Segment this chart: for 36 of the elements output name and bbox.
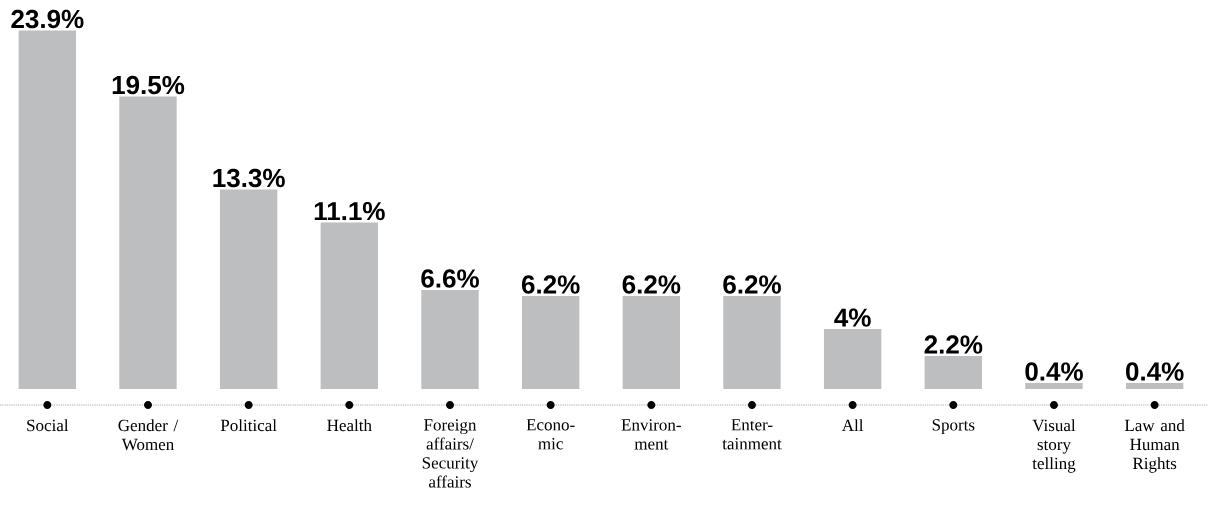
data-label: 11.1% — [314, 201, 385, 221]
x-tick-label: All — [841, 419, 864, 431]
bar — [320, 222, 379, 389]
bar — [1025, 382, 1083, 389]
x-tick-label: Gender / Women — [118, 419, 179, 451]
data-label: 2.2% — [924, 335, 983, 354]
x-tick-label: Environ-ment — [621, 419, 681, 450]
bar — [219, 189, 278, 389]
bar — [823, 328, 882, 389]
data-label: 23.9% — [11, 9, 84, 29]
data-label: 6.2% — [723, 275, 781, 294]
data-label: 6.2% — [521, 275, 580, 294]
bar — [18, 30, 77, 389]
data-label: 6.2% — [622, 275, 681, 294]
data-label: 19.5% — [112, 75, 185, 95]
x-tick-label: Visual story telling — [1032, 419, 1076, 473]
x-tick-label: Political — [220, 419, 277, 432]
bar — [924, 355, 982, 389]
x-tick-label: Social — [27, 419, 69, 432]
x-tick-label: Enter-tainment — [722, 419, 782, 450]
bar — [723, 295, 781, 389]
data-label: 4% — [834, 308, 871, 327]
x-tick-label: Health — [327, 419, 372, 432]
bar — [421, 289, 479, 389]
x-tick-label: Law and Human Rights — [1124, 419, 1185, 473]
x-tick-label: Sports — [932, 419, 975, 435]
bar — [119, 96, 177, 389]
x-tick-label: Econo-mic — [526, 419, 575, 450]
data-label: 6.6% — [421, 269, 479, 288]
x-tick-label: Foreign affairs/ Security affairs — [422, 419, 479, 488]
bar — [1125, 382, 1184, 389]
data-label: 0.4% — [1126, 362, 1184, 381]
data-label: 13.3% — [213, 168, 285, 188]
bar — [521, 295, 580, 389]
bar — [622, 295, 680, 389]
data-label: 0.4% — [1025, 362, 1083, 381]
